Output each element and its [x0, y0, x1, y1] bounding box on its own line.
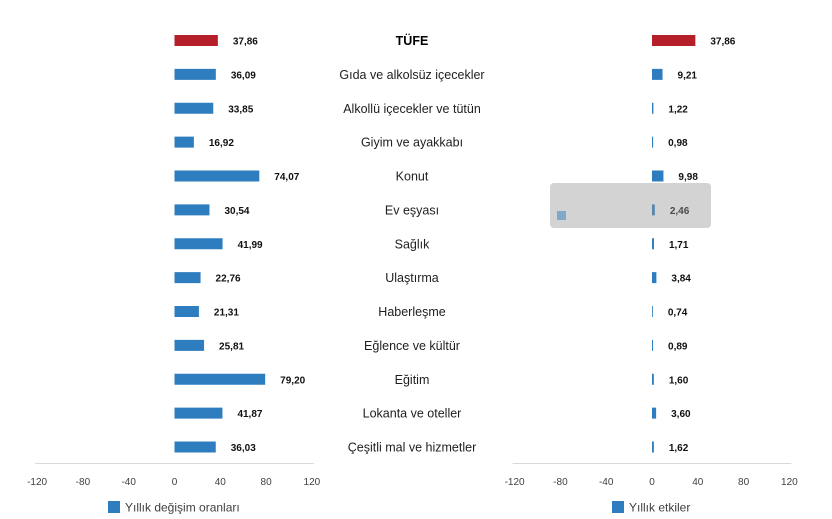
x-tick-label: -120	[505, 477, 525, 488]
bar[interactable]	[652, 102, 654, 114]
data-label: 41,99	[238, 240, 263, 251]
x-tick-label: 40	[215, 477, 227, 488]
data-label: 1,71	[669, 240, 689, 251]
bar[interactable]	[652, 272, 657, 284]
legend-label: Yıllık değişim oranları	[125, 501, 240, 515]
legend-swatch	[612, 501, 624, 513]
category-label: Ulaştırma	[385, 271, 439, 285]
bar[interactable]	[174, 136, 194, 148]
data-label: 37,86	[710, 37, 735, 48]
x-tick-label: 0	[172, 477, 178, 488]
category-label: Alkollü içecekler ve tütün	[343, 102, 481, 116]
tooltip-box	[550, 183, 711, 228]
bar[interactable]	[174, 339, 205, 351]
x-tick-label: -40	[599, 477, 614, 488]
data-label: 36,03	[231, 443, 256, 454]
legend-item[interactable]: Yıllık etkiler	[612, 501, 690, 515]
category-label: TÜFE	[396, 33, 429, 48]
data-label: 41,87	[237, 409, 262, 420]
tooltip	[550, 183, 711, 228]
data-label: 9,21	[678, 70, 698, 81]
bar[interactable]	[652, 136, 654, 148]
x-tick-label: 0	[649, 477, 655, 488]
data-label: 3,84	[671, 274, 691, 285]
bar[interactable]	[652, 373, 654, 385]
x-tick-label: 120	[781, 477, 798, 488]
data-label: 2,46	[670, 206, 690, 217]
data-label: 37,86	[233, 37, 258, 48]
category-label: Çeşitli mal ve hizmetler	[348, 441, 477, 455]
x-tick-label: -80	[553, 477, 568, 488]
bar[interactable]	[652, 238, 654, 250]
category-label: Sağlık	[395, 237, 430, 251]
bar[interactable]	[174, 272, 201, 284]
x-tick-label: -40	[121, 477, 136, 488]
bar[interactable]	[174, 373, 266, 385]
data-label: 33,85	[228, 104, 253, 115]
x-tick-label: -120	[27, 477, 47, 488]
bar[interactable]	[652, 339, 654, 351]
category-label: Giyim ve ayakkabı	[361, 136, 463, 150]
category-label: Ev eşyası	[385, 203, 439, 217]
x-tick-label: 80	[261, 477, 273, 488]
data-label: 79,20	[280, 375, 305, 386]
tooltip-marker	[557, 211, 566, 220]
data-label: 0,74	[668, 308, 688, 319]
category-label: Haberleşme	[378, 305, 445, 319]
bar[interactable]	[652, 204, 655, 216]
x-tick-label: 40	[692, 477, 704, 488]
bar[interactable]	[174, 441, 216, 453]
bar[interactable]	[174, 407, 223, 419]
category-label: Gıda ve alkolsüz içecekler	[339, 68, 484, 82]
bar[interactable]	[174, 238, 223, 250]
data-label: 1,62	[669, 443, 689, 454]
panel-annual-change: -120 -80 -40 0 40 80 120 37,86 36,09 33,85 16,92 74…	[27, 35, 321, 515]
legend-item[interactable]: Yıllık değişim oranları	[108, 501, 240, 515]
bar[interactable]	[174, 102, 214, 114]
data-label: 21,31	[214, 308, 239, 319]
bar[interactable]	[652, 441, 654, 453]
bar[interactable]	[652, 68, 663, 80]
bar[interactable]	[174, 68, 216, 80]
data-label: 30,54	[224, 206, 249, 217]
bar[interactable]	[174, 306, 199, 317]
data-label: 0,98	[668, 138, 688, 149]
bar[interactable]	[652, 306, 653, 317]
category-labels: TÜFE Gıda ve alkolsüz içecekler Alkollü iç…	[339, 33, 484, 455]
data-label: 9,98	[678, 172, 698, 183]
data-label: 25,81	[219, 341, 244, 352]
data-label: 1,22	[668, 104, 688, 115]
category-label: Eğlence ve kültür	[364, 339, 460, 353]
data-label: 0,89	[668, 341, 688, 352]
bar[interactable]	[174, 35, 218, 46]
category-label: Lokanta ve oteller	[363, 407, 462, 421]
x-tick-label: 120	[304, 477, 321, 488]
data-label: 36,09	[231, 70, 256, 81]
bar[interactable]	[652, 407, 657, 419]
panel-annual-contribution: -120 -80 -40 0 40 80 120 37,86 9,21 1,22 0,98 9,98 2…	[505, 35, 798, 515]
data-label: 16,92	[209, 138, 234, 149]
bar[interactable]	[174, 170, 260, 182]
data-label: 22,76	[216, 274, 241, 285]
legend-label: Yıllık etkiler	[629, 501, 690, 515]
category-label: Eğitim	[395, 373, 430, 387]
bar[interactable]	[652, 35, 696, 46]
data-label: 3,60	[671, 409, 691, 420]
legend-swatch	[108, 501, 120, 513]
data-label: 1,60	[669, 375, 689, 386]
x-tick-label: 80	[738, 477, 750, 488]
data-label: 74,07	[274, 172, 299, 183]
x-tick-label: -80	[76, 477, 91, 488]
bar[interactable]	[652, 170, 664, 182]
category-label: Konut	[396, 170, 429, 184]
bar[interactable]	[174, 204, 210, 216]
